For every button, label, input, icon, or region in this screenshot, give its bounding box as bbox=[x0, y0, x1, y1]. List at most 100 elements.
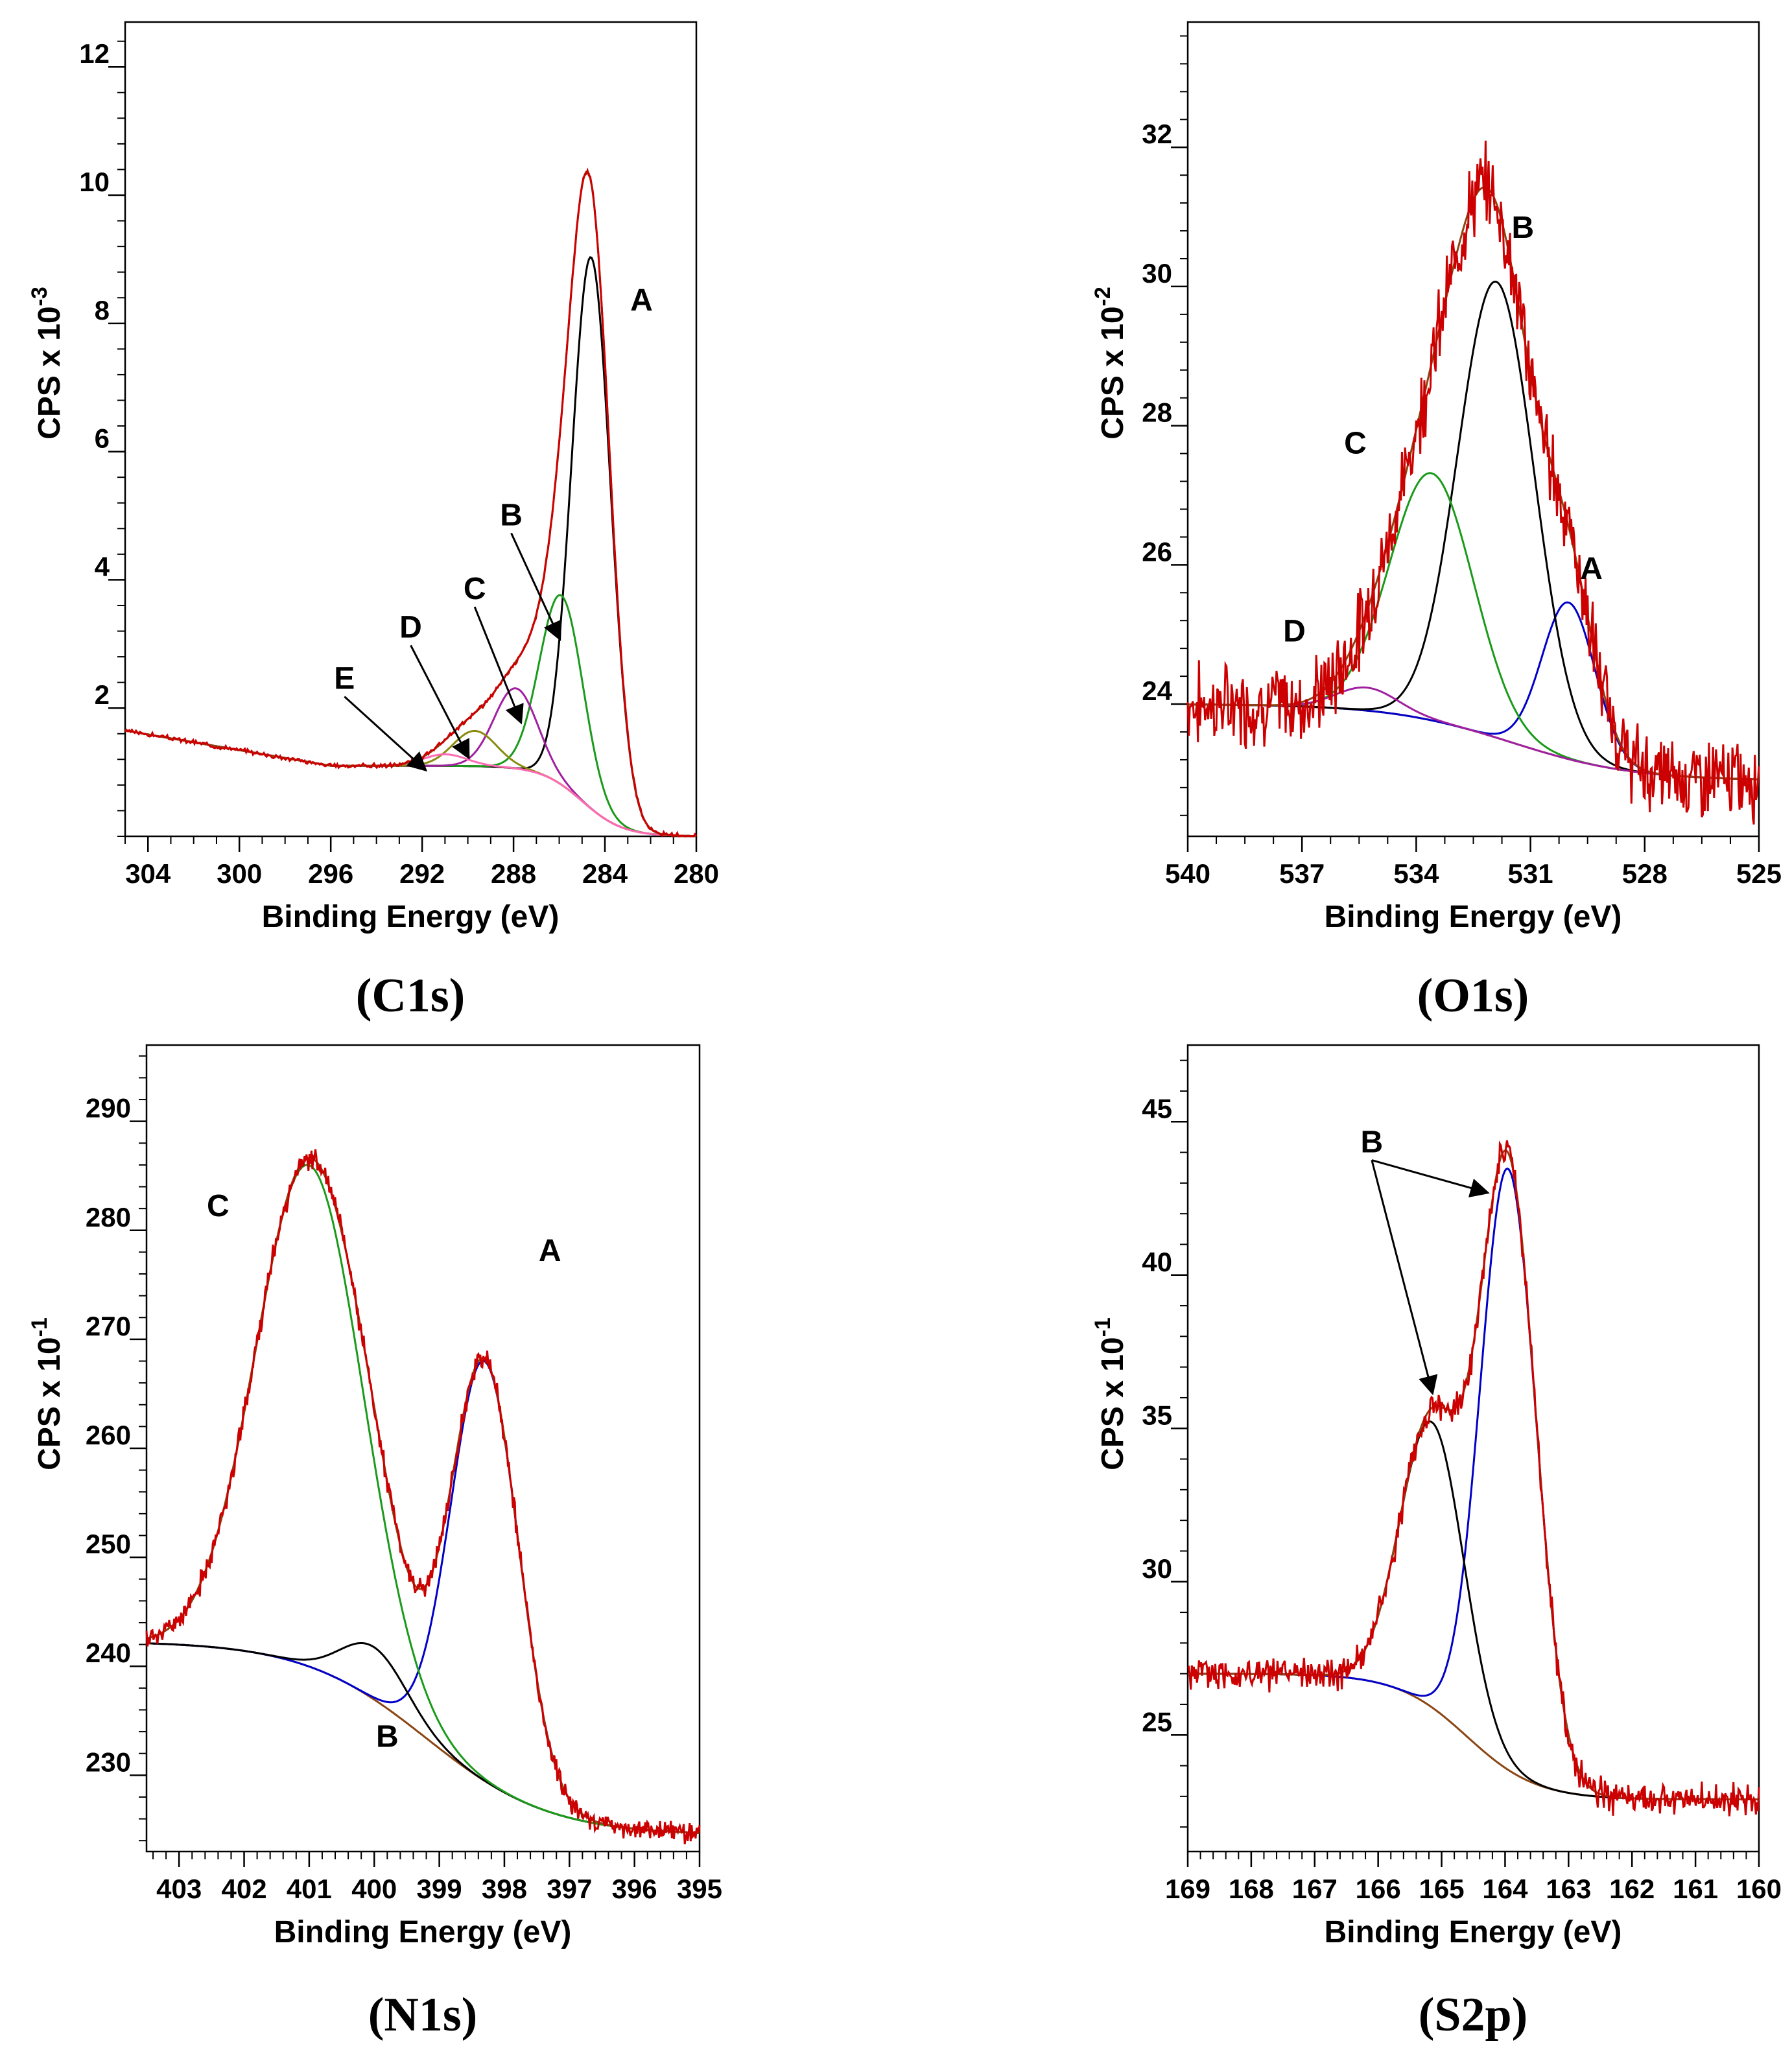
peak-label: D bbox=[1283, 614, 1306, 648]
chart-caption: (N1s) bbox=[368, 1988, 478, 2041]
plot-frame bbox=[1186, 21, 1760, 838]
x-tick-label: 531 bbox=[1508, 858, 1553, 889]
x-tick-label: 288 bbox=[491, 858, 536, 889]
chart-s2p: Binding Energy (eV) CPS x 10-1 (S2p) 169… bbox=[1091, 1044, 1782, 2041]
y-tick-label: 250 bbox=[86, 1529, 131, 1559]
x-tick-label: 163 bbox=[1546, 1874, 1591, 1904]
y-tick-label: 12 bbox=[79, 38, 110, 69]
plot-frame bbox=[124, 21, 698, 838]
x-axis-label: Binding Energy (eV) bbox=[1325, 1915, 1622, 1949]
envelope-fit bbox=[1188, 186, 1759, 781]
x-tick-label: 528 bbox=[1622, 858, 1668, 889]
y-tick-label: 2 bbox=[95, 679, 110, 710]
y-tick-label: 4 bbox=[95, 551, 110, 582]
x-tick-label: 165 bbox=[1419, 1874, 1465, 1904]
x-tick-label: 396 bbox=[612, 1874, 657, 1904]
y-axis-label: CPS x 10-1 bbox=[27, 1317, 67, 1470]
x-tick-label: 160 bbox=[1736, 1874, 1782, 1904]
annotation-arrow bbox=[1371, 1159, 1490, 1197]
chart-caption: (O1s) bbox=[1417, 969, 1529, 1022]
background-line bbox=[147, 1642, 700, 1834]
x-tick-label: 540 bbox=[1165, 858, 1210, 889]
y-tick-label: 280 bbox=[86, 1202, 131, 1232]
y-tick-label: 230 bbox=[86, 1747, 131, 1777]
x-tick-label: 395 bbox=[677, 1874, 722, 1904]
x-tick-label: 161 bbox=[1673, 1874, 1718, 1904]
x-tick-label: 169 bbox=[1165, 1874, 1210, 1904]
component-peak bbox=[147, 1642, 700, 1834]
x-tick-label: 162 bbox=[1609, 1874, 1655, 1904]
component-peak bbox=[1188, 472, 1759, 781]
x-tick-label: 166 bbox=[1356, 1874, 1401, 1904]
x-tick-label: 397 bbox=[547, 1874, 592, 1904]
peak-label: A bbox=[1580, 552, 1603, 586]
chart-o1s: Binding Energy (eV) CPS x 10-2 (O1s) 540… bbox=[1091, 21, 1782, 1022]
raw-data bbox=[145, 1149, 701, 1844]
plot-frame bbox=[145, 1044, 701, 1853]
peak-label: B bbox=[1361, 1125, 1384, 1160]
y-tick-label: 8 bbox=[95, 295, 110, 325]
x-axis-label: Binding Energy (eV) bbox=[274, 1915, 572, 1949]
annotation-arrow bbox=[1371, 1160, 1438, 1396]
x-tick-label: 164 bbox=[1482, 1874, 1528, 1904]
background-line bbox=[1188, 1673, 1759, 1800]
component-peak bbox=[124, 255, 696, 838]
chart-n1s: Binding Energy (eV) CPS x 10-1 (N1s) 403… bbox=[27, 1044, 722, 2041]
y-tick-label: 28 bbox=[1142, 397, 1172, 428]
chart-caption: (S2p) bbox=[1419, 1988, 1528, 2041]
y-tick-label: 35 bbox=[1142, 1400, 1172, 1430]
y-tick-label: 30 bbox=[1142, 258, 1172, 288]
y-tick-label: 270 bbox=[86, 1311, 131, 1341]
y-tick-label: 26 bbox=[1142, 536, 1172, 567]
peak-label: B bbox=[500, 498, 523, 532]
x-axis-label: Binding Energy (eV) bbox=[262, 900, 560, 934]
y-tick-label: 24 bbox=[1142, 676, 1172, 706]
y-tick-label: 10 bbox=[79, 167, 110, 197]
y-tick-label: 45 bbox=[1142, 1093, 1172, 1124]
x-tick-label: 167 bbox=[1292, 1874, 1338, 1904]
y-tick-label: 40 bbox=[1142, 1247, 1172, 1277]
x-tick-label: 296 bbox=[308, 858, 353, 889]
annotation-arrow bbox=[344, 696, 428, 772]
x-tick-label: 300 bbox=[217, 858, 262, 889]
x-tick-label: 525 bbox=[1736, 858, 1782, 889]
peak-label: A bbox=[539, 1234, 561, 1268]
y-tick-label: 32 bbox=[1142, 119, 1172, 149]
peak-label: C bbox=[207, 1189, 230, 1223]
peak-label: E bbox=[334, 662, 355, 696]
x-tick-label: 280 bbox=[674, 858, 719, 889]
component-peak bbox=[146, 1164, 700, 1834]
component-peak bbox=[147, 1359, 700, 1834]
y-axis-label: CPS x 10-1 bbox=[1091, 1317, 1130, 1470]
x-tick-label: 292 bbox=[399, 858, 445, 889]
x-tick-label: 401 bbox=[287, 1874, 332, 1904]
annotation-arrow bbox=[410, 644, 470, 760]
x-tick-label: 537 bbox=[1279, 858, 1325, 889]
y-tick-label: 6 bbox=[95, 423, 110, 454]
x-tick-label: 168 bbox=[1229, 1874, 1274, 1904]
chart-c1s: Binding Energy (eV) CPS x 10-3 (C1s) 304… bbox=[27, 21, 719, 1022]
annotation-arrow bbox=[510, 532, 562, 641]
y-tick-label: 25 bbox=[1142, 1706, 1172, 1737]
x-tick-label: 402 bbox=[221, 1874, 266, 1904]
y-tick-label: 30 bbox=[1142, 1553, 1172, 1584]
x-tick-label: 403 bbox=[156, 1874, 202, 1904]
annotation-arrow bbox=[473, 606, 524, 725]
y-tick-label: 290 bbox=[86, 1093, 131, 1124]
peak-label: B bbox=[1512, 211, 1535, 245]
x-tick-label: 304 bbox=[125, 858, 171, 889]
y-axis-label: CPS x 10-2 bbox=[1091, 287, 1130, 440]
peak-label: C bbox=[464, 572, 486, 606]
envelope-fit bbox=[146, 1157, 700, 1834]
peak-label: B bbox=[376, 1720, 399, 1754]
y-tick-label: 240 bbox=[86, 1638, 131, 1668]
raw-data bbox=[1187, 1140, 1760, 1817]
peak-label: A bbox=[630, 283, 653, 318]
x-tick-label: 400 bbox=[351, 1874, 397, 1904]
peak-label: D bbox=[399, 610, 422, 644]
raw-data bbox=[1186, 140, 1760, 825]
x-tick-label: 534 bbox=[1393, 858, 1439, 889]
x-tick-label: 398 bbox=[482, 1874, 527, 1904]
chart-caption: (C1s) bbox=[356, 969, 466, 1022]
